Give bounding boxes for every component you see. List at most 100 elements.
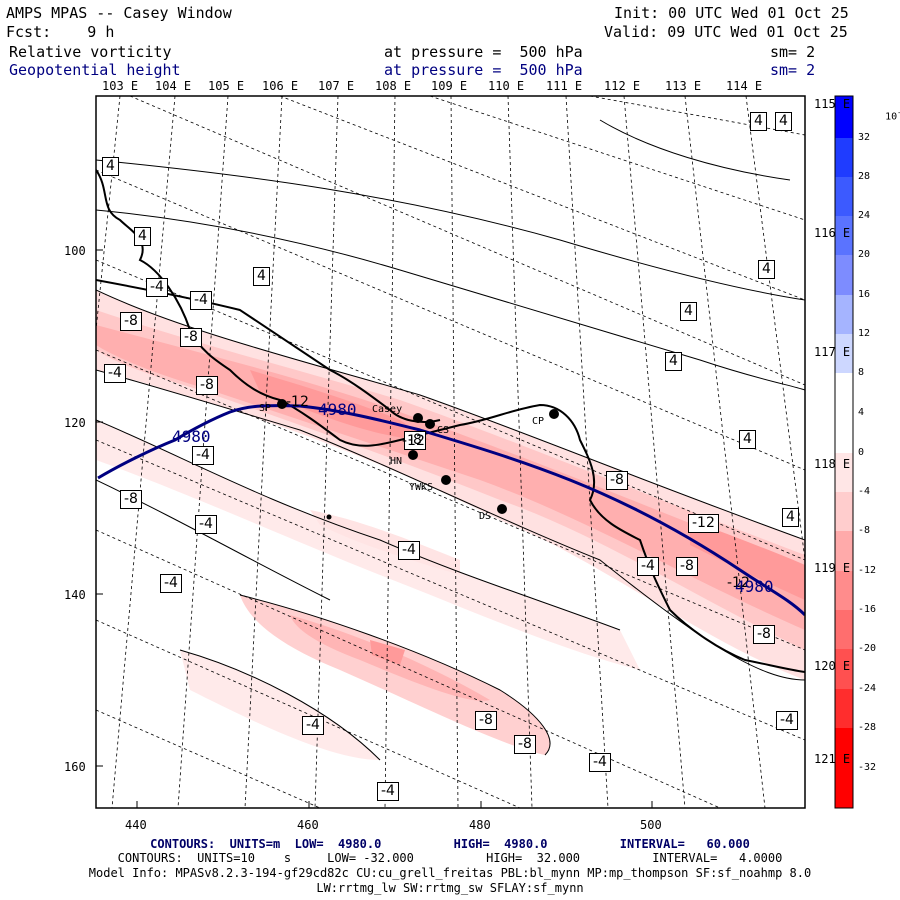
colorbar-tick: 24 (858, 210, 871, 221)
colorbar-bin (835, 610, 853, 649)
footer-model-info: Model Info: MPASv8.2.3-194-gf29cd82c CU:… (88, 866, 812, 880)
colorbar-tick: 8 (858, 367, 865, 378)
x-tick-label: 460 (297, 818, 319, 832)
colorbar-tick: 12 (858, 328, 871, 339)
colorbar-bin (835, 492, 853, 531)
valid-time: Valid: 09 UTC Wed 01 Oct 25 (604, 23, 848, 41)
y-tick-label: 160 (64, 760, 86, 774)
right-lon-label: 116 E (814, 226, 851, 240)
contour-label: -8 (606, 471, 628, 490)
lon-label: 108 E (375, 79, 412, 93)
contour-label: -4 (104, 364, 126, 383)
x-tick-label: 500 (640, 818, 662, 832)
colorbar-bin (835, 531, 853, 571)
plot-frame (95, 95, 806, 809)
contour-label: -4 (637, 557, 659, 576)
contour-label: -12 (727, 575, 750, 591)
height-label: 4980 (318, 400, 357, 419)
right-lon-label: 119 E (814, 561, 851, 575)
colorbar (834, 95, 854, 809)
colorbar-tick: -4 (858, 486, 871, 497)
lon-label: 110 E (488, 79, 525, 93)
colorbar-bin (835, 255, 853, 295)
contour-label: -8 (120, 490, 142, 509)
colorbar-bin (835, 453, 853, 492)
contour-label: -8 (514, 735, 536, 754)
height-contour-4980 (97, 404, 805, 617)
lon-label: 104 E (155, 79, 192, 93)
station-label: DS (479, 511, 492, 522)
footer-vorticity-contours: CONTOURS: UNITS=10 s LOW= -32.000 HIGH= … (117, 851, 783, 865)
contour-label: -8 (180, 328, 202, 347)
field1-level: at pressure = 500 hPa (384, 43, 583, 61)
height-label: 4980 (172, 427, 211, 446)
field1-smoothing: sm= 2 (770, 43, 816, 61)
lon-label: 112 E (604, 79, 641, 93)
colorbar-bin (835, 571, 853, 610)
station-label: HN (390, 456, 403, 467)
contour-label: 4 (750, 112, 767, 131)
lon-label: 103 E (102, 79, 139, 93)
forecast-hour: Fcst: 9 h (6, 23, 115, 41)
contour-label: -4 (190, 291, 212, 310)
colorbar-tick: -8 (858, 525, 871, 536)
x-tick-label: 440 (125, 818, 147, 832)
contour-label: -12 (688, 514, 719, 533)
y-tick-label: 100 (64, 244, 86, 258)
contour-label: -4 (146, 278, 168, 297)
colorbar-tick: 4 (858, 407, 865, 418)
colorbar-bin (835, 177, 853, 216)
contour-label: -4 (302, 716, 324, 735)
contour-label: 4 (134, 227, 151, 246)
y-tick-label: 140 (64, 588, 86, 602)
colorbar-tick: 20 (858, 249, 871, 260)
contour-label: -8 (475, 711, 497, 730)
contour-label: 4 (775, 112, 792, 131)
contour-label: -8 (120, 312, 142, 331)
contour-label: -8 (753, 625, 775, 644)
colorbar-bin (835, 689, 853, 728)
colorbar-tick: 0 (858, 447, 865, 458)
station-label: CP (532, 416, 545, 427)
field2-level: at pressure = 500 hPa (384, 61, 583, 79)
contour-label: -12 (402, 433, 425, 449)
colorbar-tick: -24 (858, 683, 877, 694)
contour-label: -4 (195, 515, 217, 534)
station-label: SP (259, 403, 272, 414)
station-label: Casey (372, 404, 403, 415)
station-label: CS (437, 425, 450, 436)
contour-label: 4 (253, 267, 270, 286)
lon-label: 114 E (726, 79, 763, 93)
colorbar-bin (835, 96, 853, 138)
colorbar-tick: -16 (858, 604, 877, 615)
contour-label: -8 (196, 376, 218, 395)
colorbar-tick: 32 (858, 132, 871, 143)
height-label: 4980 (735, 577, 774, 596)
lon-label: 106 E (262, 79, 299, 93)
contour-label: -4 (776, 711, 798, 730)
contour-label: 4 (680, 302, 697, 321)
lon-label: 111 E (546, 79, 583, 93)
lon-label: 105 E (208, 79, 245, 93)
contour-label: -4 (377, 782, 399, 801)
colorbar-unit: 10-5 s-1 (885, 109, 900, 123)
contour-label: -4 (589, 753, 611, 772)
contour-label: 4 (758, 260, 775, 279)
lon-label: 107 E (318, 79, 355, 93)
contour-label: -8 (404, 431, 426, 450)
contour-label: 4 (782, 508, 799, 527)
init-time: Init: 00 UTC Wed 01 Oct 25 (614, 4, 849, 22)
right-lon-label: 118 E (814, 457, 851, 471)
colorbar-bin (835, 216, 853, 255)
colorbar-bin (835, 295, 853, 334)
field1-name: Relative vorticity (9, 43, 172, 61)
contour-label: -4 (160, 574, 182, 593)
colorbar-tick: 28 (858, 171, 871, 182)
lon-label: 113 E (665, 79, 702, 93)
colorbar-tick: -28 (858, 722, 877, 733)
colorbar-tick: 16 (858, 289, 871, 300)
right-lon-label: 115 E (814, 97, 851, 111)
station-label: YWKS (409, 482, 434, 493)
contour-label: -4 (398, 541, 420, 560)
